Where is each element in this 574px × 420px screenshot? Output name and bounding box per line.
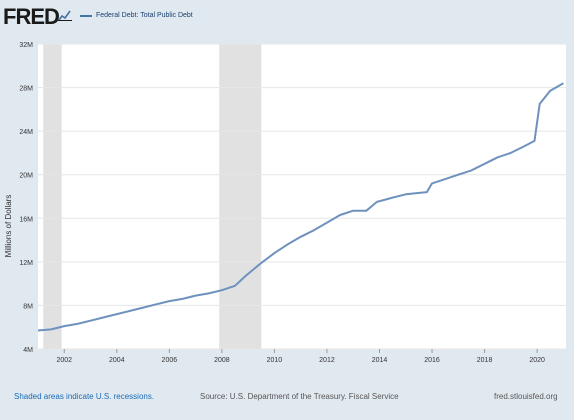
x-tick-label: 2006 — [162, 357, 178, 364]
x-tick-label: 2014 — [372, 357, 388, 364]
site-link[interactable]: fred.stlouisfed.org — [494, 392, 558, 401]
recession-note: Shaded areas indicate U.S. recessions. — [14, 392, 155, 401]
x-tick-label: 2020 — [529, 357, 545, 364]
x-tick-label: 2018 — [477, 357, 493, 364]
legend-label: Federal Debt: Total Public Debt — [96, 12, 193, 19]
x-tick-label: 2010 — [267, 357, 283, 364]
fred-logo[interactable]: FRED — [3, 4, 60, 29]
x-tick-label: 2012 — [319, 357, 335, 364]
x-axis: 2002 2004 2006 2008 2010 2012 2014 2016 2018 2020 — [56, 349, 545, 364]
fred-graph-icon — [58, 10, 72, 21]
y-tick-label: 28M — [19, 86, 33, 93]
x-tick-label: 2008 — [214, 357, 230, 364]
chart-header: FRED Federal Debt: Total Public Debt — [0, 0, 574, 36]
recession-shading — [43, 44, 262, 349]
y-tick-label: 20M — [19, 173, 33, 180]
y-tick-label: 24M — [19, 129, 33, 136]
x-tick-label: 2002 — [56, 357, 72, 364]
chart-footer: Shaded areas indicate U.S. recessions. S… — [0, 388, 574, 408]
y-tick-label: 16M — [19, 216, 33, 223]
grid-lines — [38, 43, 566, 350]
y-tick-label: 32M — [19, 42, 33, 49]
legend-swatch — [80, 15, 92, 17]
x-tick-label: 2016 — [424, 357, 440, 364]
plot-area — [38, 44, 566, 349]
chart-legend: Federal Debt: Total Public Debt — [80, 12, 193, 20]
line-chart: 2002 2004 2006 2008 2010 2012 2014 2016 2018 2020… — [4, 42, 566, 364]
x-tick-label: 2004 — [109, 357, 125, 364]
series-line — [37, 82, 564, 332]
recession-band — [219, 44, 262, 349]
y-tick-label: 4M — [23, 347, 33, 354]
recession-band — [43, 44, 62, 349]
y-axis: 4M 8M 12M 16M 20M 24M 28M 32M — [19, 42, 33, 354]
y-tick-label: 12M — [19, 260, 33, 267]
source-text: Source: U.S. Department of the Treasury.… — [200, 392, 399, 401]
y-axis-label: Millions of Dollars — [4, 195, 13, 258]
y-tick-label: 8M — [23, 303, 33, 310]
series-layer — [37, 82, 564, 332]
